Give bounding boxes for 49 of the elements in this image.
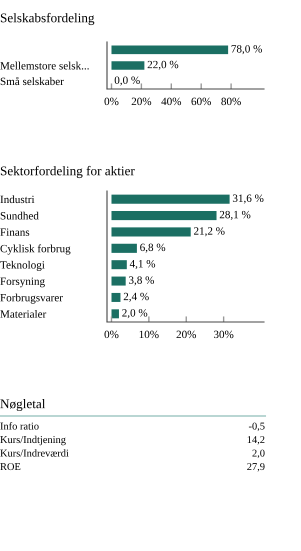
x-tick-label: 30%: [214, 330, 234, 338]
bar: [111, 194, 230, 204]
chart-title: Selskabsfordeling: [0, 12, 94, 26]
category-label: ROE: [0, 463, 20, 470]
text: 27,9: [247, 463, 265, 472]
data-label: 4,1 %: [130, 260, 156, 270]
bar: [111, 244, 137, 253]
x-tick-label: 40%: [161, 98, 182, 106]
bar: [111, 211, 217, 220]
data-label: 78,0 %: [232, 45, 262, 54]
text: Nøgletal: [0, 399, 46, 411]
y-tick-label: Små selskaber: [0, 76, 64, 86]
y-tick-label: Finans: [0, 228, 30, 236]
data-label: 6,8 %: [140, 244, 166, 253]
data-label: 3,8 %: [129, 276, 154, 286]
data-label: 31,6 %: [232, 194, 264, 204]
x-tick-label: 60%: [191, 98, 212, 106]
data-label: 22,0 %: [148, 60, 178, 70]
y-tick-label: Cyklisk forbrug: [0, 244, 70, 255]
y-tick-label: Forsyning: [0, 278, 45, 288]
y-tick-label: Forbrugsvarer: [0, 294, 63, 304]
bar: [111, 227, 191, 236]
category-label: Kurs/Indtjening: [0, 436, 66, 446]
text: 2,0: [252, 450, 265, 458]
y-tick-label: Teknologi: [0, 260, 45, 271]
text: -0,5: [248, 422, 265, 432]
data-label: 0,0 %: [114, 76, 140, 86]
data-label: 2,4 %: [124, 292, 149, 302]
category-label: Info ratio: [0, 422, 39, 430]
data-label: 21,2 %: [194, 227, 225, 236]
bar: [111, 276, 126, 286]
category-label: Kurs/Indreværdi: [0, 449, 69, 457]
bar: [111, 292, 120, 302]
y-tick-label: Mellemstore selsk...: [0, 62, 89, 70]
bar: [111, 260, 127, 270]
y-tick-label: Sundhed: [0, 212, 39, 220]
x-tick-label: 0%: [104, 330, 119, 338]
data-label: 2,0 %: [122, 309, 148, 318]
data-label: 28,1 %: [220, 210, 250, 220]
x-tick-label: 10%: [140, 330, 159, 338]
x-tick-label: 20%: [132, 98, 152, 106]
text: 14,2: [248, 436, 264, 445]
y-tick-label: Industri: [0, 195, 34, 204]
x-tick-label: 80%: [221, 98, 241, 106]
x-tick-label: 0%: [104, 98, 119, 106]
x-tick-label: 20%: [176, 330, 196, 338]
y-tick-label: Materialer: [0, 310, 46, 318]
chart-title: Sektorfordeling for aktier: [0, 166, 135, 178]
bar: [111, 309, 119, 318]
